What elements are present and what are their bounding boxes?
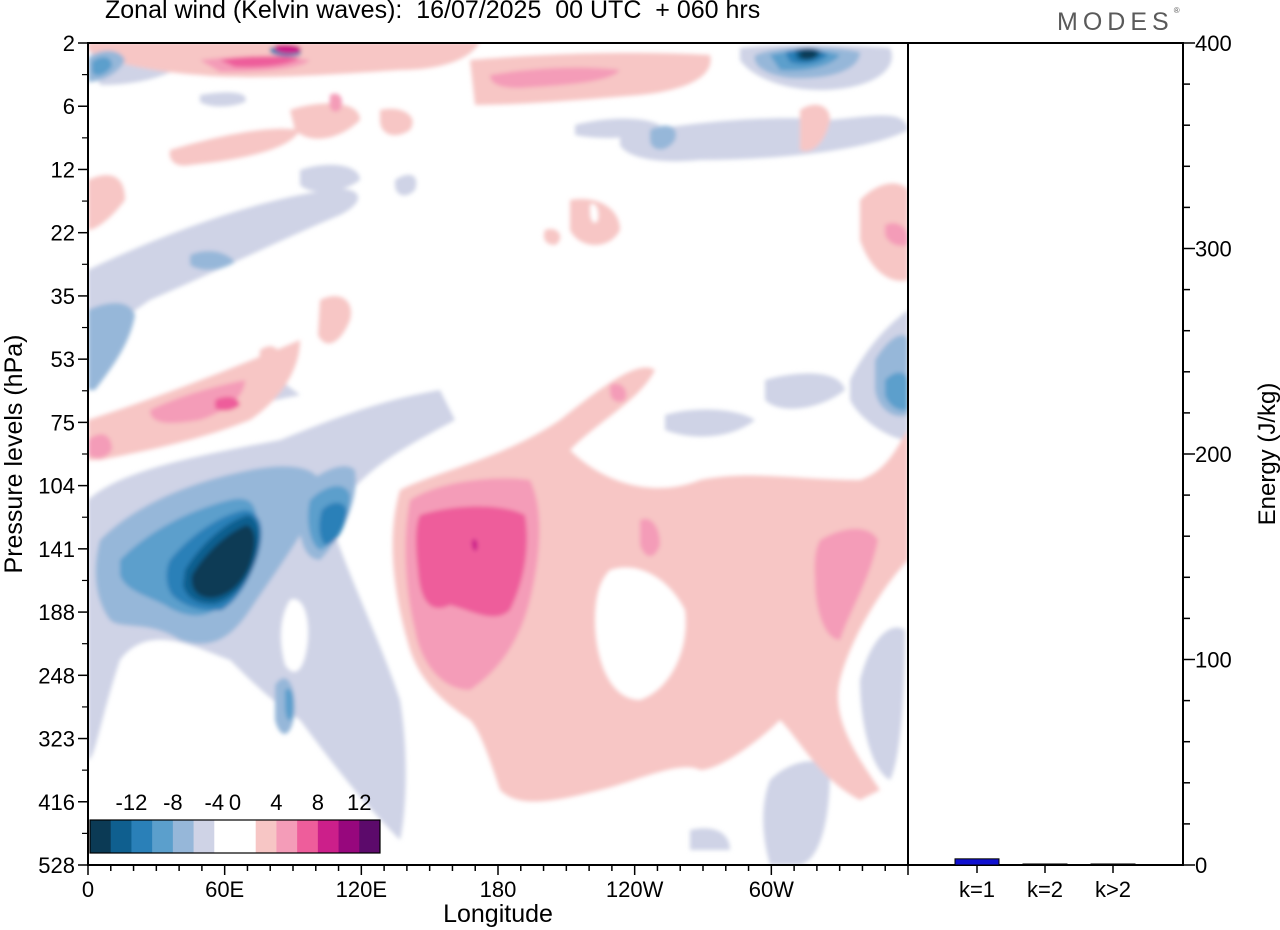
y-tick-label: 416 (38, 790, 75, 815)
colorbar-label: 4 (270, 790, 282, 815)
energy-tick-label: 0 (1195, 853, 1207, 878)
y-tick-label: 75 (51, 410, 75, 435)
y-tick-label: 35 (51, 284, 75, 309)
energy-tick-label: 200 (1195, 442, 1232, 467)
energy-bar-2 (1022, 863, 1068, 866)
colorbar-swatch (317, 820, 340, 853)
energy-bars: k=1 k=2 k>2 (954, 858, 1136, 902)
x-tick-label: 180 (480, 877, 517, 902)
colorbar-swatch (110, 820, 132, 853)
colorbar-swatch (255, 820, 277, 853)
y-tick-label: 53 (51, 347, 75, 372)
y-tick-label: 248 (38, 663, 75, 688)
y-axis: 2 6 12 22 35 53 75 104 141 188 248 323 416 528 (38, 31, 88, 878)
x-tick-label: 120E (336, 877, 387, 902)
colorbar-frame (89, 819, 381, 854)
colorbar-swatch (235, 820, 257, 853)
logo-registered-mark: ® (1173, 6, 1180, 15)
energy-category-label: k>2 (1095, 877, 1131, 902)
colorbar: -12 -8 -4 0 4 8 12 (89, 790, 381, 854)
x-axis-label: Longitude (443, 900, 553, 928)
colorbar-swatch (90, 820, 112, 853)
modes-logo: MODES® (1057, 6, 1180, 37)
x-tick-label: 60E (205, 877, 244, 902)
colorbar-label: -4 (205, 790, 225, 815)
energy-bar-3 (1090, 863, 1136, 866)
wind-contour-field (88, 43, 908, 865)
colorbar-swatch (193, 820, 215, 853)
energy-tick-label: 300 (1195, 237, 1232, 262)
colorbar-swatch (338, 820, 360, 853)
energy-tick-label: 100 (1195, 648, 1232, 673)
y-tick-label: 141 (38, 537, 75, 562)
y-tick-label: 12 (51, 157, 75, 182)
colorbar-label: 12 (347, 790, 371, 815)
energy-category-label: k=1 (959, 877, 995, 902)
energy-axis-label: Energy (J/kg) (1254, 383, 1280, 526)
x-tick-label: 60W (749, 877, 794, 902)
y-tick-label: 528 (38, 853, 75, 878)
y-tick-label: 188 (38, 600, 75, 625)
x-axis: 0 60E 120E 180 120W 60W (82, 865, 909, 902)
colorbar-swatch (276, 820, 298, 853)
logo-text: MODES (1057, 8, 1174, 36)
colorbar-swatch (359, 820, 381, 853)
y-axis-label: Pressure levels (hPa) (0, 335, 28, 574)
energy-y-axis: 0 100 200 300 400 (1183, 31, 1232, 878)
colorbar-swatch (297, 820, 319, 853)
energy-bar-1 (954, 858, 1000, 866)
colorbar-label: 8 (312, 790, 324, 815)
zero-band-holes (280, 203, 686, 700)
colorbar-swatch (152, 820, 174, 853)
y-tick-label: 323 (38, 727, 75, 752)
y-tick-label: 6 (63, 94, 75, 119)
x-tick-label: 0 (82, 877, 94, 902)
pos-3-region (215, 55, 527, 617)
x-tick-label: 120W (606, 877, 664, 902)
neg-6-region (191, 50, 818, 598)
energy-tick-label: 400 (1195, 31, 1232, 56)
colorbar-swatch (131, 820, 153, 853)
colorbar-label: -12 (116, 790, 148, 815)
energy-category-label: k=2 (1027, 877, 1063, 902)
y-tick-label: 22 (51, 221, 75, 246)
energy-axes-frame (907, 42, 1184, 866)
y-tick-label: 104 (38, 474, 75, 499)
chart-title: Zonal wind (Kelvin waves): 16/07/2025 00… (105, 0, 761, 24)
colorbar-swatch (172, 820, 195, 853)
y-tick-label: 2 (63, 31, 75, 56)
colorbar-swatch (214, 820, 236, 853)
pos-4-region (275, 44, 478, 551)
colorbar-label: 0 (229, 790, 241, 815)
colorbar-label: -8 (163, 790, 183, 815)
